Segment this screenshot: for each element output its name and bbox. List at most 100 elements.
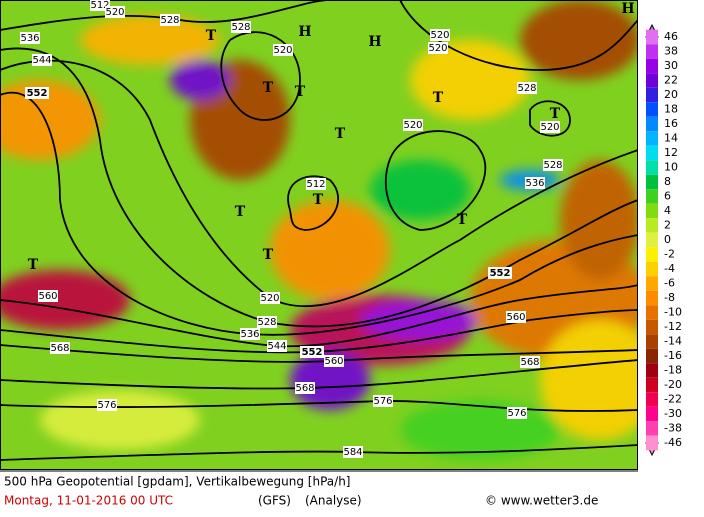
pressure-center: T (457, 212, 468, 228)
label-bg (50, 342, 70, 354)
colorbar-label: 0 (664, 233, 671, 246)
colorbar-label: 46 (664, 30, 678, 43)
pressure-center: T (235, 204, 246, 220)
label-bg (97, 399, 117, 411)
label-bg (520, 356, 540, 368)
contour-label: 552 (490, 268, 511, 279)
colorbar-label: -30 (664, 407, 682, 420)
colorbar-label: 20 (664, 88, 678, 101)
contour-label: 528 (517, 83, 536, 94)
colorbar-label: 6 (664, 190, 671, 203)
color-swatch (646, 247, 658, 262)
colorbar: 4638302220181614121086420-2-4-6-8-10-12-… (645, 23, 682, 457)
label-bg (300, 346, 324, 358)
colorbar-label: 16 (664, 117, 678, 130)
contour-label: 512 (90, 0, 109, 11)
label-bg (38, 290, 58, 302)
pressure-center: H (621, 1, 634, 17)
color-swatch (646, 334, 658, 349)
contour-label: 512 (306, 179, 325, 190)
map (0, 0, 638, 470)
contour-label: 560 (324, 356, 343, 367)
colorbar-label: 38 (664, 45, 678, 58)
color-swatch (646, 305, 658, 320)
contour-label: 576 (97, 400, 116, 411)
label-bg (506, 311, 526, 323)
contour-label: 528 (543, 160, 562, 171)
label-bg (295, 382, 315, 394)
label-bg (32, 54, 52, 66)
contour-label: 520 (105, 7, 124, 18)
label-bg (543, 159, 563, 171)
label-bg (105, 6, 125, 18)
pressure-center: T (433, 90, 444, 106)
label-bg (488, 267, 512, 279)
color-swatch (646, 29, 658, 45)
pressure-center: T (550, 106, 561, 122)
label-bg (343, 446, 363, 458)
contour-label: 520 (273, 45, 292, 56)
footer-credit: © www.wetter3.de (485, 494, 598, 508)
color-swatch (646, 435, 658, 451)
contour-label: 544 (267, 341, 286, 352)
contour-label: 552 (27, 88, 48, 99)
contour-label: 520 (540, 122, 559, 133)
color-swatch (646, 58, 658, 74)
contour-label: 568 (520, 357, 539, 368)
colorbar-label: -46 (664, 436, 682, 449)
pressure-center: T (206, 28, 217, 44)
footer-date: Montag, 11-01-2016 00 UTC (4, 494, 173, 508)
label-bg (507, 407, 527, 419)
color-swatch (646, 131, 658, 146)
contour-label: 560 (38, 291, 57, 302)
color-swatch (646, 218, 658, 233)
label-bg (231, 21, 251, 33)
label-bg (306, 178, 326, 190)
label-bg (257, 316, 277, 328)
colorbar-label: -4 (664, 262, 675, 275)
color-swatch (646, 421, 658, 436)
pressure-center: T (28, 257, 39, 273)
contour-label: 568 (295, 383, 314, 394)
colorbar-label: 12 (664, 146, 678, 159)
contour-label: 576 (507, 408, 526, 419)
contour-label: 568 (50, 343, 69, 354)
colorbar-label: 8 (664, 175, 671, 188)
colorbar-label: -8 (664, 291, 675, 304)
color-swatch (646, 203, 658, 219)
color-swatch (646, 44, 658, 59)
contour-label: 584 (343, 447, 362, 458)
color-swatch (646, 116, 658, 132)
contour-label: 528 (231, 22, 250, 33)
colorbar-label: 4 (664, 204, 671, 217)
color-swatch (646, 189, 658, 204)
label-bg (324, 355, 344, 367)
colorbar-label: -2 (664, 248, 675, 261)
pressure-center: T (295, 84, 306, 100)
pressure-center: H (298, 24, 311, 40)
pressure-center: T (263, 80, 274, 96)
contour-label: 520 (428, 43, 447, 54)
colorbar-label: -38 (664, 422, 682, 435)
contour-label: 560 (506, 312, 525, 323)
color-swatch (646, 87, 658, 103)
colorbar-label: -6 (664, 277, 675, 290)
label-bg (160, 14, 180, 26)
contour-label: 528 (160, 15, 179, 26)
footer-model: (GFS) (258, 494, 291, 508)
colorbar-label: -18 (664, 364, 682, 377)
colorbar-label: 14 (664, 132, 678, 145)
color-swatch (646, 348, 658, 364)
contour-label: 576 (373, 396, 392, 407)
colorbar-label: 2 (664, 219, 671, 232)
colorbar-label: 22 (664, 74, 678, 87)
color-swatch (646, 102, 658, 117)
color-swatch (646, 392, 658, 407)
color-swatch (646, 363, 658, 378)
color-swatch (646, 261, 658, 277)
contour-label: 536 (240, 329, 259, 340)
colorbar-label: -14 (664, 335, 682, 348)
label-bg (525, 177, 545, 189)
contour-label: 544 (32, 55, 51, 66)
